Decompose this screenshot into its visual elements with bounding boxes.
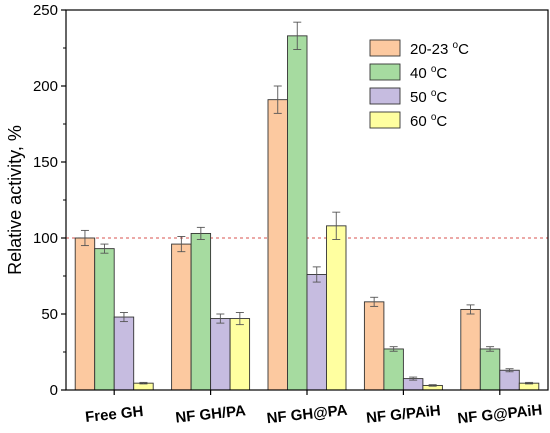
bar	[306, 274, 327, 391]
legend-label: 50 oC	[410, 88, 447, 106]
bar	[229, 318, 251, 391]
legend-label: 40 oC	[410, 64, 447, 82]
y-tick-label: 0	[50, 382, 58, 399]
bar	[287, 35, 308, 391]
legend-swatch	[369, 63, 401, 81]
bar	[460, 308, 481, 391]
bar	[363, 301, 385, 391]
bar	[94, 248, 115, 391]
legend-label: 20-23 oC	[410, 40, 469, 58]
x-tick-label: NF G@PAiH	[457, 402, 543, 428]
bar	[499, 369, 520, 391]
bars-layer	[74, 21, 540, 391]
bar	[383, 348, 404, 391]
bar	[113, 316, 135, 391]
x-tick-label: NF G/PAiH	[365, 402, 441, 427]
y-tick-label: 50	[41, 306, 58, 323]
legend: 20-23 oC 40 oC 50 oC 60 oC	[369, 39, 469, 130]
legend-label: 60 oC	[410, 112, 447, 130]
bar	[171, 243, 192, 391]
y-tick-label: 100	[33, 230, 58, 247]
legend-swatch	[369, 39, 401, 57]
y-tick-label: 200	[33, 78, 58, 95]
x-tick-label: NF GH/PA	[175, 402, 247, 426]
bar	[326, 225, 347, 391]
x-tick-label: NF GH@PA	[266, 402, 349, 427]
legend-swatch	[369, 111, 401, 129]
bar	[74, 237, 96, 391]
bar	[479, 348, 501, 391]
bar	[210, 318, 231, 391]
x-tick-label: Free GH	[84, 403, 144, 426]
y-axis-title: Relative activity, %	[5, 125, 25, 275]
y-tick-label: 250	[33, 2, 58, 19]
legend-swatch	[369, 87, 401, 105]
bar	[190, 232, 212, 391]
bar	[267, 99, 288, 391]
y-tick-label: 150	[33, 154, 58, 171]
